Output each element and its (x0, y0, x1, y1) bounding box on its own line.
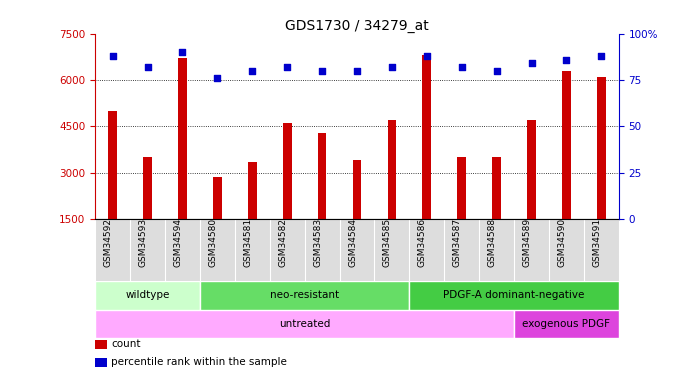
Bar (527, 120, 536, 265)
Bar (597, 77, 606, 265)
Bar (108, 111, 117, 265)
Bar (422, 56, 431, 265)
Bar (95, 340, 107, 349)
Title: GDS1730 / 34279_at: GDS1730 / 34279_at (285, 19, 429, 33)
Bar (283, 123, 292, 265)
Point (491, 68, 502, 74)
Bar (95, 281, 200, 309)
Text: wildtype: wildtype (125, 290, 170, 300)
Point (212, 75, 223, 81)
Point (561, 57, 572, 63)
Bar (388, 120, 396, 265)
Bar (143, 157, 152, 265)
Bar (562, 71, 571, 265)
Text: exogenous PDGF: exogenous PDGF (522, 319, 611, 329)
Point (177, 49, 188, 55)
Bar (248, 162, 256, 265)
Bar (95, 358, 107, 367)
Point (142, 64, 153, 70)
Text: percentile rank within the sample: percentile rank within the sample (111, 357, 287, 368)
Point (386, 64, 397, 70)
Text: untreated: untreated (279, 319, 330, 329)
Text: neo-resistant: neo-resistant (270, 290, 339, 300)
Bar (200, 281, 409, 309)
Bar (514, 309, 619, 338)
Point (282, 64, 292, 70)
Bar (458, 157, 466, 265)
Point (317, 68, 328, 74)
Bar (492, 157, 501, 265)
Text: PDGF-A dominant-negative: PDGF-A dominant-negative (443, 290, 585, 300)
Bar (178, 58, 187, 265)
Bar (409, 281, 619, 309)
Point (107, 53, 118, 59)
Bar (353, 160, 361, 265)
Bar (318, 132, 326, 265)
Text: count: count (111, 339, 140, 349)
Bar (213, 177, 222, 265)
Point (247, 68, 258, 74)
Point (352, 68, 362, 74)
Point (596, 53, 607, 59)
Point (422, 53, 432, 59)
Point (526, 60, 537, 66)
Point (456, 64, 467, 70)
Bar (95, 309, 514, 338)
